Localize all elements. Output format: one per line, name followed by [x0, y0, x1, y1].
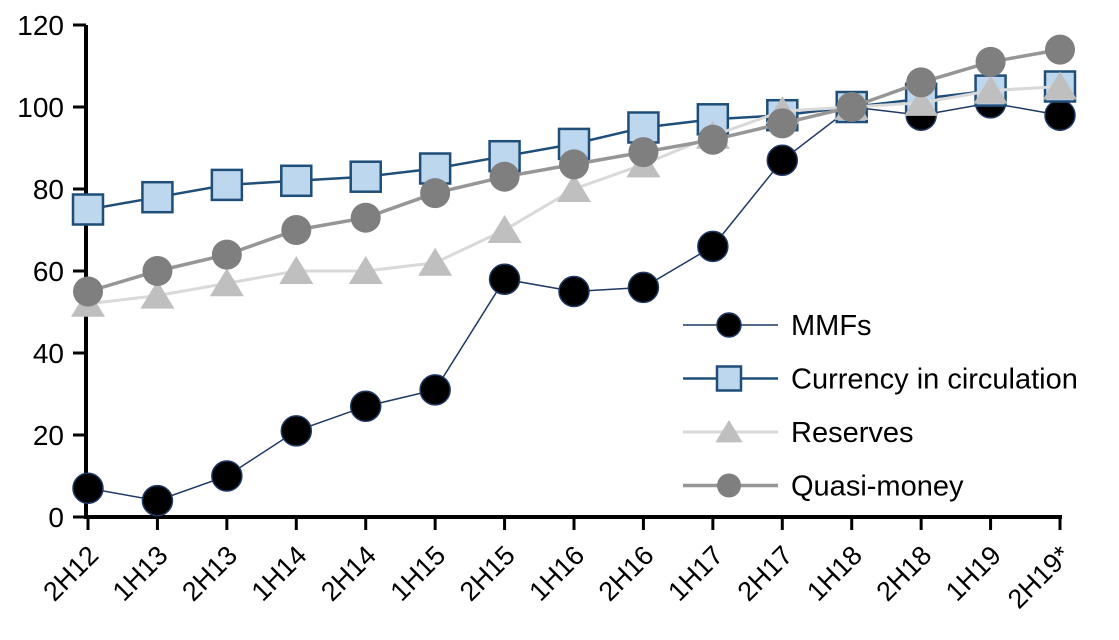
data-point-marker — [210, 168, 244, 202]
legend-label: Reserves — [791, 417, 914, 449]
data-point-marker — [627, 271, 660, 304]
legend-marker — [716, 312, 742, 338]
data-point-marker — [72, 472, 104, 505]
x-axis-tick-label: 2H17 — [732, 540, 799, 607]
data-point-marker — [558, 275, 590, 308]
data-point-marker — [349, 390, 382, 423]
data-point-marker — [697, 230, 729, 263]
legend-label: Currency in circulation — [791, 364, 1078, 396]
data-point-marker — [488, 263, 521, 295]
x-axis-tick-label: 1H19 — [940, 540, 1007, 607]
x-axis-tick-label: 2H19* — [1002, 540, 1077, 615]
data-point-marker — [350, 202, 381, 233]
data-point-marker — [211, 460, 243, 492]
x-axis-tick-label: 2H15 — [454, 540, 521, 607]
legend-item-quasi-money: Quasi-money — [683, 471, 964, 503]
data-point-marker — [1044, 99, 1076, 131]
y-axis-tick-label: 120 — [17, 10, 64, 41]
data-point-marker — [142, 256, 173, 286]
data-point-marker — [73, 276, 103, 307]
x-axis-tick-label: 1H14 — [246, 540, 313, 607]
legend-marker — [717, 473, 741, 498]
data-point-marker — [906, 67, 937, 98]
series-quasi-money — [73, 34, 1075, 307]
data-point-marker — [209, 268, 244, 297]
data-point-marker — [1045, 34, 1075, 65]
data-point-marker — [975, 46, 1006, 77]
data-point-marker — [211, 239, 242, 270]
data-point-marker — [348, 256, 383, 284]
x-axis-tick-label: 2H13 — [176, 540, 243, 607]
data-point-marker — [489, 161, 520, 192]
data-point-marker — [280, 164, 313, 198]
y-axis-tick-label: 0 — [48, 502, 64, 533]
data-point-marker — [973, 75, 1008, 104]
data-point-marker — [766, 144, 799, 177]
x-axis-tick-label: 2H14 — [315, 540, 382, 607]
data-point-marker — [767, 108, 798, 139]
y-axis-tick-label: 80 — [33, 174, 64, 205]
data-point-marker — [697, 124, 728, 155]
data-point-marker — [349, 160, 382, 193]
data-point-marker — [836, 92, 867, 122]
legend-item-reserves: Reserves — [683, 417, 914, 449]
x-axis-tick-label: 1H16 — [523, 540, 590, 607]
x-axis-tick-label: 1H17 — [662, 540, 729, 607]
data-point-marker — [419, 374, 451, 406]
data-point-marker — [1043, 71, 1077, 100]
data-point-marker — [487, 215, 522, 243]
data-point-marker — [279, 256, 314, 284]
y-axis-tick-label: 20 — [33, 420, 64, 451]
legend-label: MMFs — [791, 310, 872, 342]
y-axis-tick-label: 100 — [17, 92, 64, 123]
legend-item-mmfs: MMFs — [683, 310, 872, 342]
data-point-marker — [140, 280, 175, 309]
data-point-marker — [141, 180, 174, 214]
data-point-marker — [557, 174, 591, 202]
x-axis-tick-label: 1H13 — [107, 540, 174, 607]
data-point-marker — [628, 137, 659, 168]
x-axis-tick-label: 1H15 — [385, 540, 452, 607]
data-point-marker — [281, 215, 312, 245]
data-point-marker — [420, 178, 451, 209]
x-axis-tick-label: 1H18 — [801, 540, 868, 607]
data-point-marker — [141, 484, 174, 517]
y-axis-tick-label: 60 — [33, 256, 64, 287]
legend: MMFs Currency in circulation Reserves Quasi… — [683, 310, 1078, 503]
data-point-marker — [904, 87, 939, 116]
data-point-marker — [559, 149, 589, 180]
x-axis-tick-label: 2H16 — [593, 540, 660, 607]
x-axis-tick-label: 2H18 — [871, 540, 938, 607]
legend-label: Quasi-money — [791, 471, 964, 503]
data-point-marker — [71, 193, 105, 226]
y-axis-tick-label: 40 — [33, 338, 64, 369]
x-axis-tick-label: 2H12 — [37, 540, 104, 607]
data-point-marker — [418, 247, 453, 276]
data-point-marker — [280, 415, 313, 447]
legend-marker — [715, 420, 743, 443]
legend-item-currency-in-circulation: Currency in circulation — [683, 364, 1078, 396]
legend-marker — [715, 365, 743, 392]
